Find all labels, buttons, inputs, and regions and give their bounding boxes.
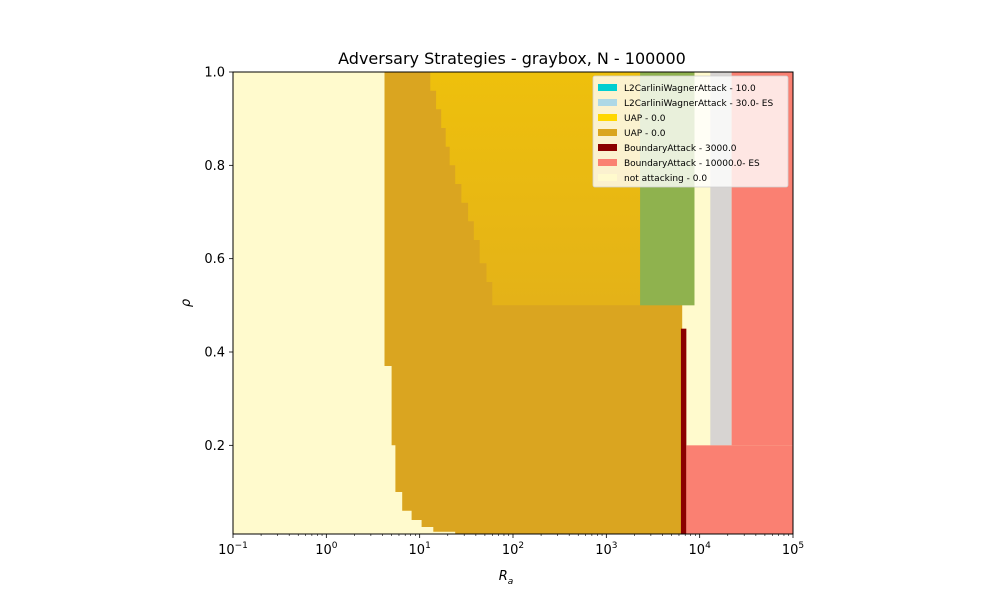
x-tick-label: 101 — [409, 541, 431, 558]
x-tick-label: 100 — [315, 541, 338, 558]
legend-swatch — [598, 84, 617, 91]
chart-title: Adversary Strategies - graybox, N - 1000… — [338, 49, 686, 68]
legend-box — [592, 75, 789, 188]
region-boundaryattack-10000-0-es-6 — [686, 445, 793, 534]
legend-swatch — [598, 114, 617, 121]
x-tick-label: 103 — [595, 541, 617, 558]
x-tick-label: 105 — [782, 541, 804, 558]
x-tick-label: 10−1 — [218, 541, 248, 558]
x-axis: 10−1 100 101 102 103 104 105 — [218, 534, 804, 558]
legend-label: UAP - 0.0 — [624, 129, 666, 139]
y-tick-label: 0.4 — [204, 346, 225, 361]
legend-label: not attacking - 0.0 — [624, 174, 707, 184]
y-axis-label: ρ — [179, 298, 194, 307]
x-axis-label: Ra — [499, 569, 514, 587]
y-tick-label: 0.2 — [204, 439, 225, 454]
legend-label: BoundaryAttack - 3000.0 — [624, 144, 737, 154]
legend-label: UAP - 0.0 — [624, 114, 666, 124]
legend-swatch — [598, 174, 617, 181]
x-tick-label: 104 — [689, 541, 712, 558]
legend-label: BoundaryAttack - 10000.0- ES — [624, 159, 760, 169]
x-tick-label: 102 — [502, 541, 524, 558]
y-axis: 0.2 0.4 0.6 0.8 1.0 — [204, 66, 233, 454]
legend-swatch — [598, 129, 617, 136]
legend-swatch — [598, 144, 617, 151]
legend-swatch — [598, 159, 617, 166]
y-tick-label: 1.0 — [204, 66, 225, 81]
y-tick-label: 0.6 — [204, 252, 225, 267]
region-boundaryattack-3000-0-5 — [680, 328, 687, 534]
y-tick-label: 0.8 — [204, 159, 225, 174]
legend-label: L2CarliniWagnerAttack - 10.0 — [624, 84, 756, 94]
legend: L2CarliniWagnerAttack - 10.0 L2CarliniWag… — [592, 75, 789, 188]
legend-label: L2CarliniWagnerAttack - 30.0- ES — [624, 99, 773, 109]
legend-swatch — [598, 99, 617, 106]
